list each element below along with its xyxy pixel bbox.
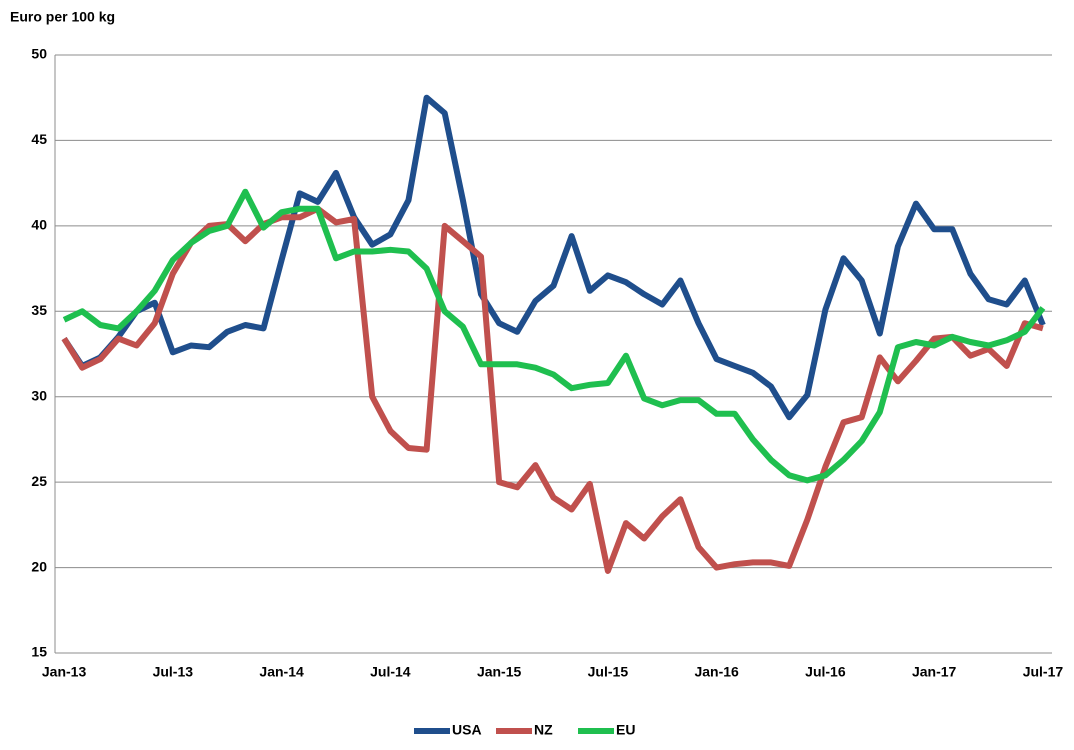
x-tick-label: Jan-17 — [912, 664, 957, 680]
x-tick-label: Jul-13 — [153, 664, 194, 680]
legend-label: USA — [452, 722, 482, 738]
x-tick-label: Jan-14 — [259, 664, 304, 680]
y-tick-label: 35 — [31, 302, 47, 318]
x-tick-label: Jul-14 — [370, 664, 411, 680]
y-tick-label: 15 — [31, 644, 47, 660]
x-tick-label: Jul-15 — [588, 664, 629, 680]
x-tick-label: Jan-16 — [694, 664, 739, 680]
series-line — [62, 188, 1046, 484]
y-tick-label: 30 — [31, 387, 47, 403]
y-tick-label: 50 — [31, 46, 47, 62]
x-tick-label: Jul-17 — [1023, 664, 1064, 680]
legend-label: EU — [616, 722, 635, 738]
y-tick-label: 45 — [31, 131, 47, 147]
series-line — [61, 94, 1046, 421]
y-tick-label: 20 — [31, 558, 47, 574]
legend-label: NZ — [534, 722, 553, 738]
chart-title: Euro per 100 kg — [10, 9, 115, 25]
y-tick-label: 40 — [31, 217, 47, 233]
x-tick-label: Jan-15 — [477, 664, 522, 680]
y-tick-label: 25 — [31, 473, 47, 489]
x-tick-label: Jul-16 — [805, 664, 846, 680]
x-tick-label: Jan-13 — [42, 664, 87, 680]
